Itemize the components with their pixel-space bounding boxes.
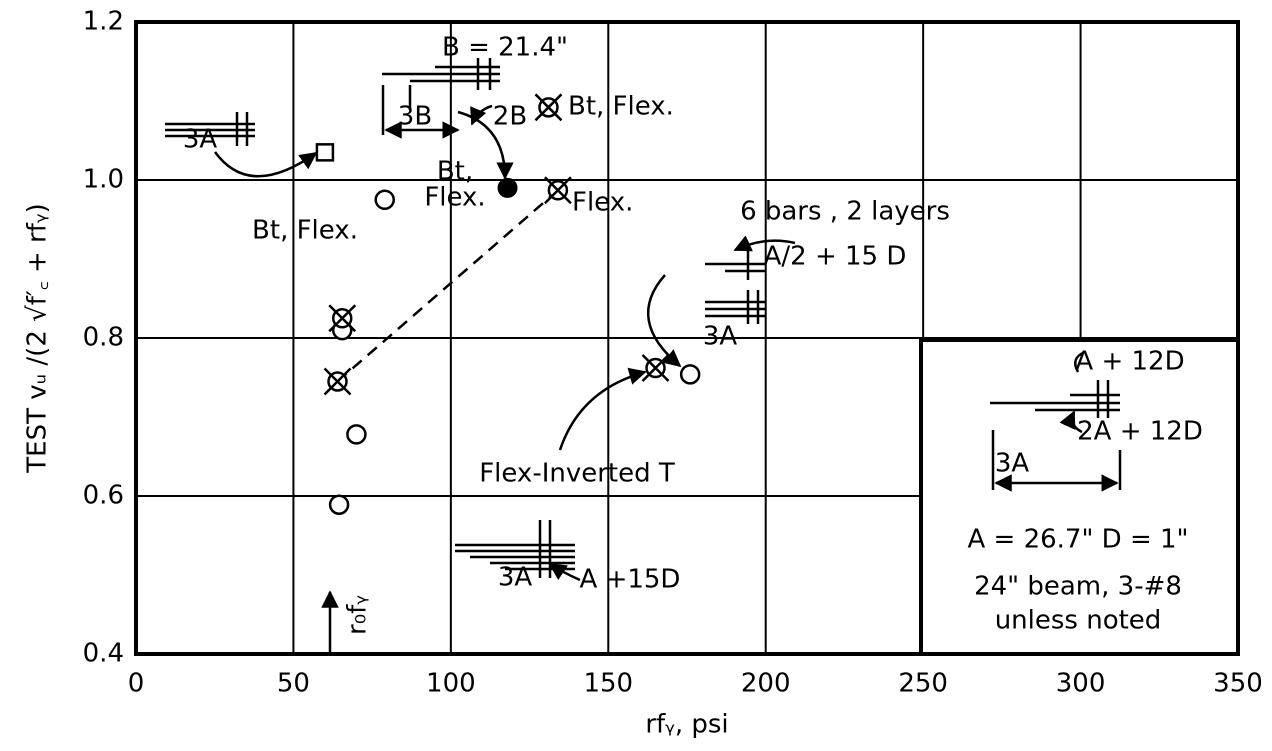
annotation: 3A bbox=[498, 563, 533, 593]
x-axis-label: rfᵧ, psi bbox=[645, 710, 728, 740]
x-tick-label: 350 bbox=[1213, 669, 1263, 699]
annotation: A/2 + 15 D bbox=[764, 242, 907, 272]
y-axis-label: TEST vᵤ /(2 √f′꜀ + rfᵧ) bbox=[23, 203, 53, 473]
annotation: 24" beam, 3-#8 bbox=[974, 572, 1182, 602]
y-tick-label: 1.0 bbox=[83, 165, 124, 195]
point bbox=[323, 367, 352, 396]
point-cross bbox=[328, 304, 357, 333]
annotation: Flex. bbox=[424, 183, 485, 213]
annotation: Bt, Flex. bbox=[252, 216, 358, 246]
point bbox=[328, 304, 357, 333]
point bbox=[497, 177, 518, 198]
annotation: Bt, Flex. bbox=[568, 92, 674, 122]
y-tick-label: 1.2 bbox=[83, 7, 124, 37]
annotation: 6 bars , 2 layers bbox=[740, 197, 950, 227]
annotation: 3A bbox=[703, 322, 738, 352]
y-tick-label: 0.8 bbox=[83, 323, 124, 353]
annotation: 3A bbox=[183, 125, 218, 155]
annotation: A +15D bbox=[580, 565, 681, 595]
annotation: r₀fᵧ bbox=[343, 595, 373, 635]
annotation: A = 26.7" D = 1" bbox=[967, 525, 1188, 555]
annotation: 3B bbox=[398, 102, 432, 132]
annotation: 3A bbox=[995, 449, 1030, 479]
annotation: Flex. bbox=[572, 188, 633, 218]
plot-frame bbox=[134, 20, 1240, 656]
point bbox=[315, 143, 335, 162]
x-tick-label: 0 bbox=[128, 669, 145, 699]
x-tick-label: 200 bbox=[741, 669, 791, 699]
point bbox=[346, 424, 367, 445]
point bbox=[534, 93, 563, 122]
bar-sketches bbox=[165, 58, 1122, 654]
inset-box bbox=[919, 338, 1240, 656]
annotation: 2A + 12D bbox=[1077, 417, 1203, 447]
annotation: 2B bbox=[493, 102, 527, 132]
x-tick-label: 50 bbox=[277, 669, 310, 699]
point-cross bbox=[323, 367, 352, 396]
connector bbox=[336, 189, 559, 383]
x-tick-label: 250 bbox=[898, 669, 948, 699]
annotation: Flex-Inverted T bbox=[479, 459, 675, 489]
x-tick-label: 100 bbox=[426, 669, 476, 699]
point bbox=[328, 494, 350, 515]
point-cross bbox=[534, 93, 563, 122]
x-tick-label: 300 bbox=[1056, 669, 1106, 699]
point bbox=[641, 354, 670, 382]
x-tick-label: 150 bbox=[583, 669, 633, 699]
point-cross bbox=[641, 354, 670, 382]
annotation: B = 21.4" bbox=[442, 33, 568, 63]
annotation: A + 12D bbox=[1075, 347, 1184, 377]
point bbox=[679, 364, 701, 385]
annotation: Bt, bbox=[437, 157, 473, 187]
y-tick-label: 0.4 bbox=[83, 639, 124, 669]
point bbox=[374, 189, 395, 210]
annotation: unless noted bbox=[995, 606, 1162, 636]
point-cross bbox=[544, 176, 572, 205]
point bbox=[544, 176, 572, 205]
y-tick-label: 0.6 bbox=[83, 481, 124, 511]
